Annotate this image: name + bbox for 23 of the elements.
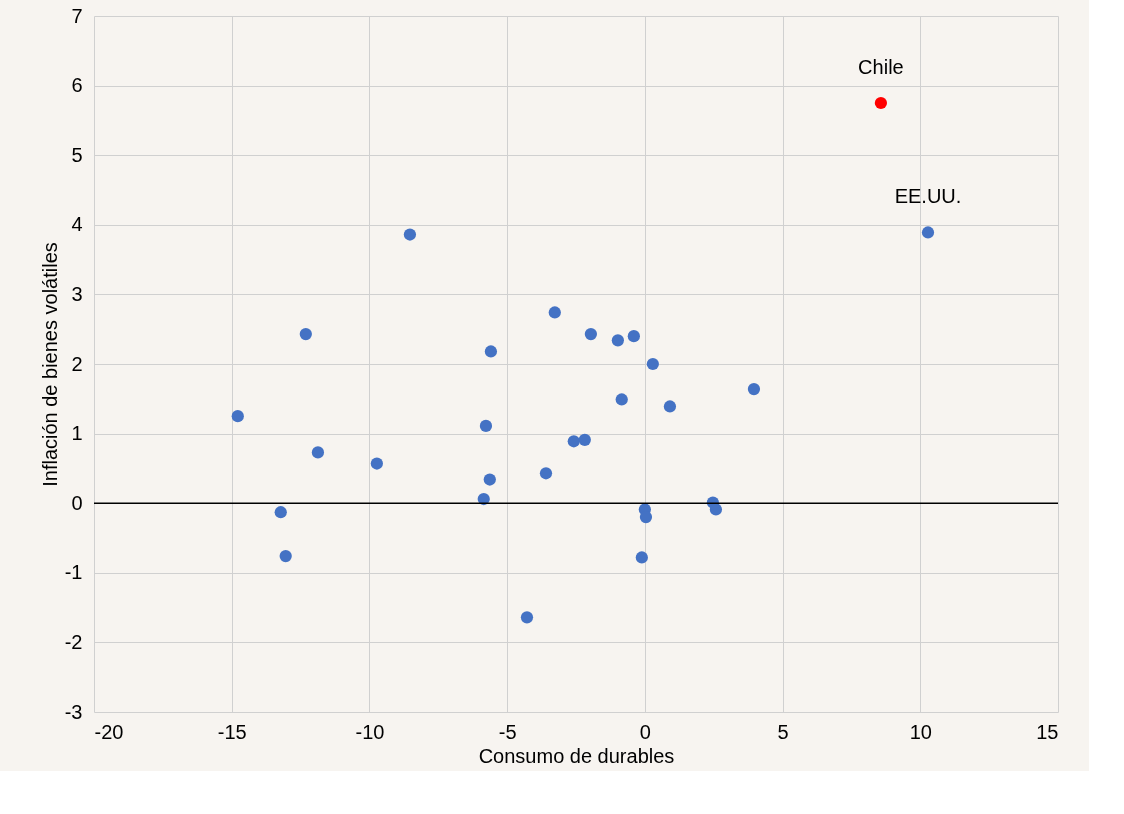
x-tick-label: -10 xyxy=(355,720,385,743)
y-tick-label: 7 xyxy=(71,4,83,27)
y-tick-label: 3 xyxy=(71,282,83,305)
y-tick-label: -3 xyxy=(64,700,83,723)
y-axis-title: Inflación de bienes volátiles xyxy=(38,242,61,487)
y-tick-label: 6 xyxy=(71,74,83,97)
x-tick-label: 0 xyxy=(639,720,651,743)
x-tick-label: 15 xyxy=(1036,720,1059,743)
y-tick-label: 0 xyxy=(71,491,83,514)
y-tick-label: 5 xyxy=(71,143,83,166)
y-tick-label: 1 xyxy=(71,422,83,445)
y-tick-label: -1 xyxy=(64,561,83,584)
y-tick-label: -2 xyxy=(64,630,83,653)
x-tick-label: 5 xyxy=(777,720,789,743)
x-tick-label: 10 xyxy=(909,720,932,743)
x-tick-label: -20 xyxy=(94,720,124,743)
x-tick-label: -5 xyxy=(498,720,517,743)
x-tick-label: -15 xyxy=(217,720,247,743)
y-tick-label: 4 xyxy=(71,213,83,236)
x-axis-title: Consumo de durables xyxy=(478,744,675,767)
annotation: Chile xyxy=(858,56,904,78)
annotation: EE.UU. xyxy=(894,185,962,208)
y-tick-label: 2 xyxy=(71,352,83,375)
